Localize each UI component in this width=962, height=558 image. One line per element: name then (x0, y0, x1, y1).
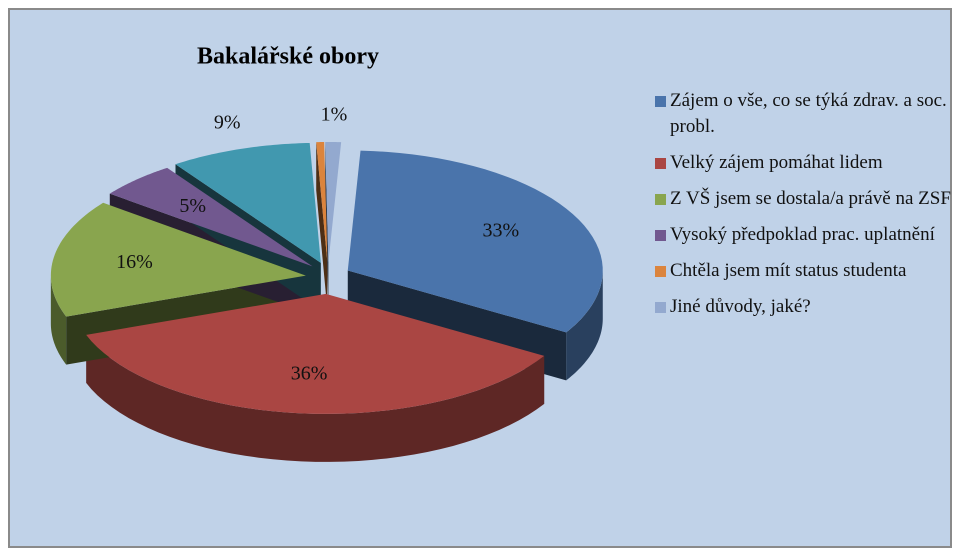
legend-item: Z VŠ jsem se dostala/a právě na ZSF (655, 186, 955, 212)
data-label: 9% (214, 112, 241, 134)
legend-swatch (655, 302, 666, 313)
slice (109, 167, 313, 267)
legend-item: Jiné důvody, jaké? (655, 294, 955, 320)
legend-swatch (655, 96, 666, 107)
legend-item: Zájem o vše, co se týká zdrav. a soc. pr… (655, 88, 955, 140)
slice-wall (325, 142, 329, 311)
slice-side (50, 275, 67, 365)
data-label: 5% (179, 195, 206, 217)
chart-frame: Bakalářské obory 33% 36% 16% 5% 9% 1% Zájem o… (8, 8, 952, 548)
legend-swatch (655, 230, 666, 241)
data-label: 36% (291, 363, 328, 385)
legend-label: Vysoký předpoklad prac. uplatnění (670, 224, 935, 245)
legend-label: Chtěla jsem mít status studenta (670, 260, 907, 281)
slice (325, 142, 342, 263)
chart: Bakalářské obory 33% 36% 16% 5% 9% 1% (50, 44, 603, 462)
legend-item: Vysoký předpoklad prac. uplatnění (655, 222, 955, 248)
legend: Zájem o vše, co se týká zdrav. a soc. pr… (655, 88, 955, 330)
data-label: 33% (482, 220, 519, 242)
data-label: 1% (321, 104, 348, 126)
legend-label: Zájem o vše, co se týká zdrav. a soc. pr… (670, 90, 947, 137)
legend-label: Z VŠ jsem se dostala/a právě na ZSF (670, 188, 951, 209)
slice (86, 293, 545, 414)
legend-label: Jiné důvody, jaké? (670, 296, 811, 317)
data-label: 16% (116, 251, 153, 273)
chart-title: Bakalářské obory (197, 44, 379, 70)
legend-swatch (655, 266, 666, 277)
legend-swatch (655, 194, 666, 205)
slice-side (86, 334, 545, 462)
slice (50, 202, 306, 317)
legend-swatch (655, 158, 666, 169)
slice (347, 150, 603, 333)
slice-side (566, 270, 603, 381)
legend-item: Velký zájem pomáhat lidem (655, 150, 955, 176)
legend-item: Chtěla jsem mít status studenta (655, 258, 955, 284)
slice (175, 142, 321, 263)
slice-wall (316, 142, 328, 311)
legend-label: Velký zájem pomáhat lidem (670, 152, 883, 173)
slice (316, 142, 328, 263)
